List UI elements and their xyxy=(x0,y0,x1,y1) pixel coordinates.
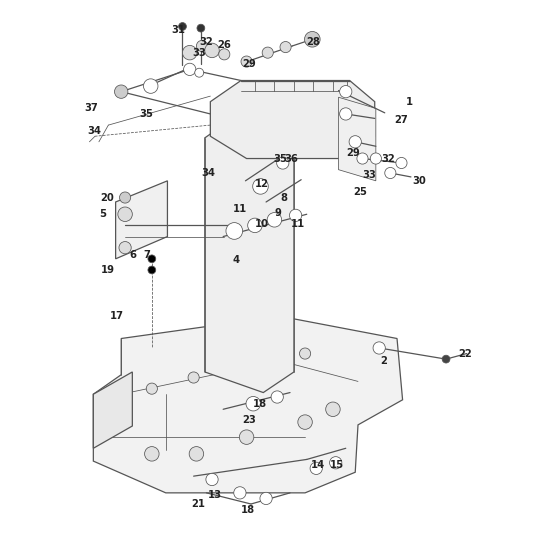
Circle shape xyxy=(234,487,246,499)
Text: 29: 29 xyxy=(346,148,360,158)
Text: 33: 33 xyxy=(362,170,376,180)
Circle shape xyxy=(219,49,230,60)
Circle shape xyxy=(271,391,283,403)
Polygon shape xyxy=(115,181,167,259)
Circle shape xyxy=(385,167,396,179)
Circle shape xyxy=(442,355,450,363)
Text: 33: 33 xyxy=(192,48,206,58)
Text: 34: 34 xyxy=(88,125,102,136)
Circle shape xyxy=(373,342,385,354)
Circle shape xyxy=(226,223,242,239)
Text: 20: 20 xyxy=(101,193,114,203)
Polygon shape xyxy=(205,118,294,393)
Circle shape xyxy=(206,473,218,486)
Text: 27: 27 xyxy=(394,115,408,124)
Circle shape xyxy=(339,86,352,98)
Circle shape xyxy=(195,68,204,77)
Text: 25: 25 xyxy=(353,187,367,197)
Text: 9: 9 xyxy=(274,208,281,218)
Circle shape xyxy=(260,492,272,505)
Text: 37: 37 xyxy=(84,104,97,113)
Polygon shape xyxy=(94,316,403,493)
Circle shape xyxy=(183,45,197,60)
Circle shape xyxy=(277,157,289,169)
Circle shape xyxy=(114,85,128,99)
Text: 10: 10 xyxy=(255,220,269,229)
Circle shape xyxy=(241,56,252,67)
Circle shape xyxy=(197,24,205,32)
Circle shape xyxy=(146,383,157,394)
Circle shape xyxy=(267,213,282,227)
Text: 34: 34 xyxy=(201,168,215,178)
Text: 17: 17 xyxy=(110,311,124,321)
Circle shape xyxy=(119,241,131,254)
Circle shape xyxy=(396,157,407,169)
Circle shape xyxy=(300,348,311,359)
Circle shape xyxy=(241,361,252,372)
Text: 13: 13 xyxy=(208,489,222,500)
Circle shape xyxy=(188,372,199,383)
Text: 18: 18 xyxy=(241,505,255,515)
Text: 5: 5 xyxy=(99,209,106,220)
Text: 30: 30 xyxy=(413,176,426,186)
Circle shape xyxy=(339,108,352,120)
Polygon shape xyxy=(94,372,132,449)
Circle shape xyxy=(349,136,361,148)
Circle shape xyxy=(239,430,254,445)
Text: 29: 29 xyxy=(242,59,256,69)
Text: 14: 14 xyxy=(311,460,325,470)
Circle shape xyxy=(290,209,302,222)
Circle shape xyxy=(253,179,268,194)
Text: 36: 36 xyxy=(284,153,298,164)
Circle shape xyxy=(310,462,323,474)
Text: 26: 26 xyxy=(218,40,231,50)
Circle shape xyxy=(143,79,158,94)
Text: 6: 6 xyxy=(129,250,137,260)
Circle shape xyxy=(326,402,340,417)
Text: 21: 21 xyxy=(191,499,205,509)
Polygon shape xyxy=(338,97,376,181)
Circle shape xyxy=(205,43,220,58)
Text: 7: 7 xyxy=(143,250,150,260)
Text: 32: 32 xyxy=(199,36,213,46)
Circle shape xyxy=(118,207,132,222)
Text: 4: 4 xyxy=(232,255,240,265)
Circle shape xyxy=(298,415,312,430)
Circle shape xyxy=(179,22,186,30)
Circle shape xyxy=(305,31,320,47)
Circle shape xyxy=(119,192,130,203)
Circle shape xyxy=(262,47,273,58)
Text: 18: 18 xyxy=(253,399,267,409)
Circle shape xyxy=(184,63,196,76)
Text: 31: 31 xyxy=(171,25,185,35)
Text: 35: 35 xyxy=(273,153,287,164)
Circle shape xyxy=(148,255,156,263)
Circle shape xyxy=(144,447,159,461)
Text: 2: 2 xyxy=(380,356,387,366)
Circle shape xyxy=(148,266,156,274)
Circle shape xyxy=(197,40,208,52)
Circle shape xyxy=(248,218,262,232)
Text: 19: 19 xyxy=(101,265,115,275)
Text: 23: 23 xyxy=(242,416,256,426)
Text: 35: 35 xyxy=(139,109,153,119)
Text: 11: 11 xyxy=(291,220,305,229)
Text: 32: 32 xyxy=(381,153,395,164)
Circle shape xyxy=(330,456,342,469)
Circle shape xyxy=(280,41,291,53)
Circle shape xyxy=(246,396,260,411)
Circle shape xyxy=(370,153,381,164)
Circle shape xyxy=(189,447,204,461)
Text: 12: 12 xyxy=(255,179,269,189)
Circle shape xyxy=(357,153,368,164)
Text: 8: 8 xyxy=(280,193,287,203)
Text: 22: 22 xyxy=(458,348,472,358)
Text: 1: 1 xyxy=(405,97,413,107)
Text: 28: 28 xyxy=(307,36,321,46)
Text: 11: 11 xyxy=(232,204,247,214)
Polygon shape xyxy=(211,81,375,158)
Text: 15: 15 xyxy=(330,460,344,470)
